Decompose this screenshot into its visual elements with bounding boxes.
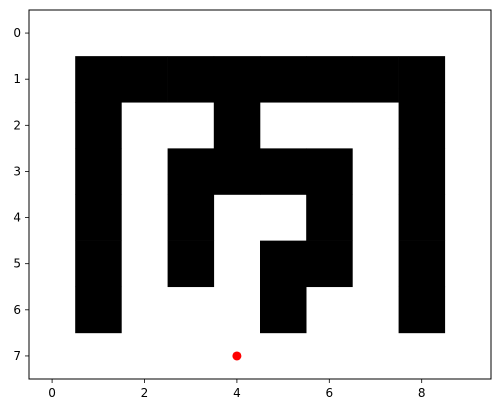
wall-cell [213, 102, 261, 149]
wall-cell [167, 148, 215, 195]
wall-cell [213, 56, 261, 103]
wall-cell [306, 56, 353, 103]
position-marker [232, 351, 242, 361]
wall-cell [398, 56, 446, 103]
wall-cell [167, 194, 215, 241]
wall-cell [398, 286, 446, 334]
wall-cell [306, 240, 353, 288]
wall-cell [167, 240, 215, 288]
wall-cell [398, 102, 446, 149]
wall-cell [398, 240, 446, 288]
wall-cell [75, 286, 122, 334]
marker-layer [232, 351, 242, 361]
y-tick-label: 0 [13, 26, 21, 40]
y-tick-label: 6 [13, 303, 21, 317]
y-tick-label: 7 [13, 349, 21, 363]
x-axis-ticks: 0 2 4 6 8 [48, 379, 426, 400]
y-axis-ticks: 0 1 2 3 4 5 6 7 [13, 26, 29, 363]
wall-cell [75, 56, 122, 103]
wall-cell [306, 194, 353, 241]
y-tick-label: 2 [13, 118, 21, 132]
x-tick-label: 8 [418, 386, 426, 400]
wall-cell [352, 56, 399, 103]
y-tick-label: 3 [13, 164, 21, 178]
wall-cell [260, 56, 307, 103]
y-tick-label: 1 [13, 72, 21, 86]
plot-frame [28, 9, 492, 380]
wall-cell [75, 148, 122, 195]
x-tick-label: 4 [233, 386, 241, 400]
wall-cell [213, 148, 261, 195]
wall-cell [75, 240, 122, 288]
wall-cell [260, 148, 307, 195]
x-tick-label: 2 [141, 386, 149, 400]
wall-cell [398, 148, 446, 195]
wall-cell [167, 56, 215, 103]
y-tick-label: 4 [13, 211, 21, 225]
x-tick-label: 0 [48, 386, 56, 400]
y-tick-label: 5 [13, 257, 21, 271]
wall-cell [398, 194, 446, 241]
wall-cell [75, 194, 122, 241]
wall-cell [75, 102, 122, 149]
maze-cells [75, 56, 446, 334]
wall-cell [260, 240, 307, 288]
wall-cell [306, 148, 353, 195]
wall-cell [260, 286, 307, 334]
wall-cell [121, 56, 168, 103]
x-tick-label: 6 [325, 386, 333, 400]
